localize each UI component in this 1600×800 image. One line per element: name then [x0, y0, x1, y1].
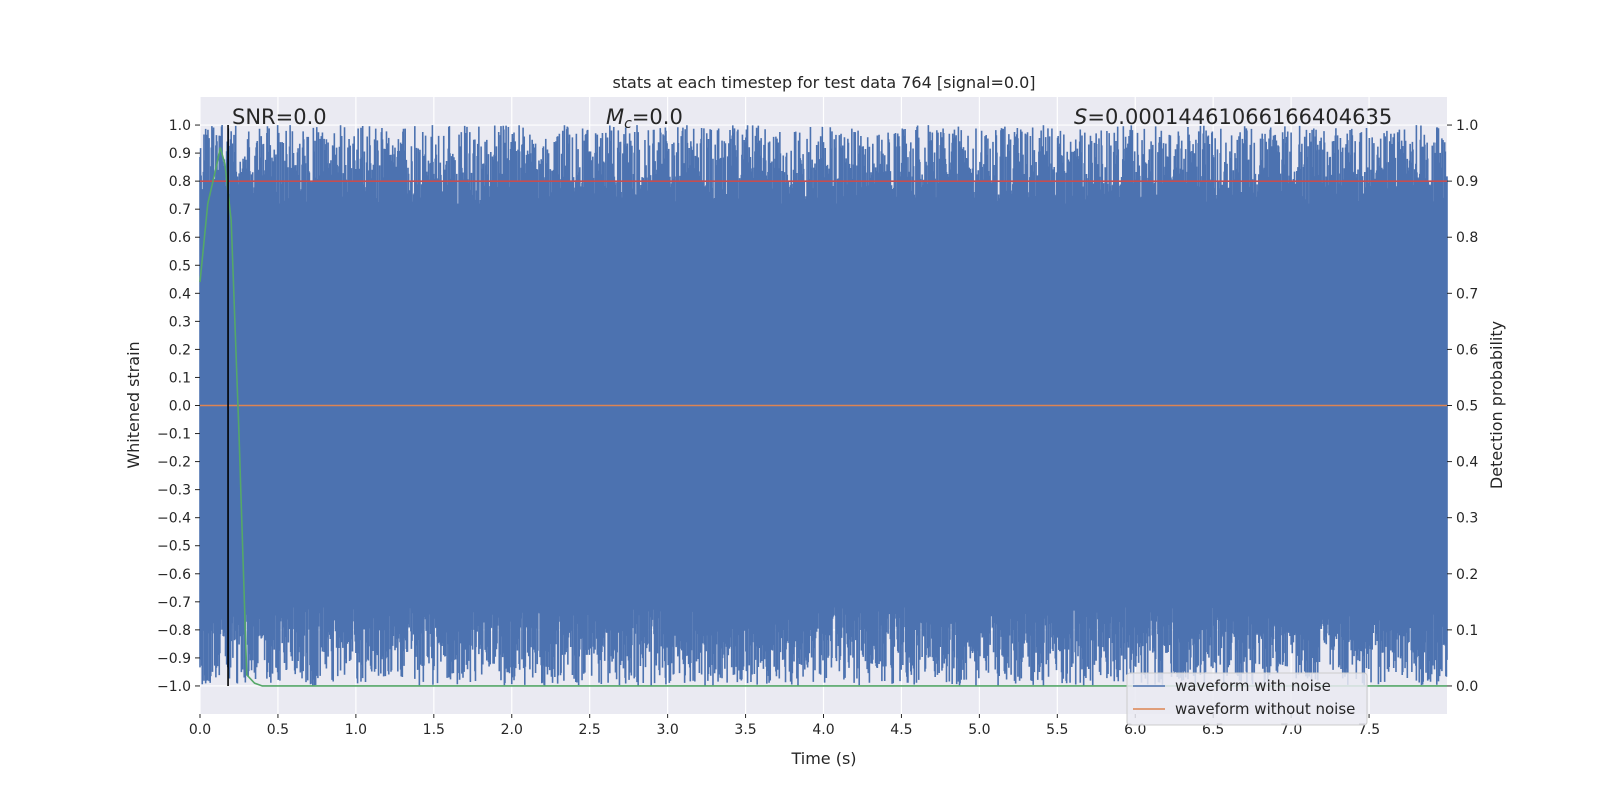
x-tick-label: 3.0 — [656, 722, 678, 738]
y-right-tick-label: 0.6 — [1456, 342, 1478, 358]
y-left-tick-label: 0.8 — [169, 174, 191, 190]
y-left-tick-label: −0.1 — [157, 427, 191, 443]
x-tick-label: 0.5 — [267, 722, 289, 738]
chirp-mass-symbol: M — [606, 105, 624, 129]
y-left-tick-label: −0.7 — [157, 595, 191, 611]
y-left-tick-label: −0.4 — [157, 511, 191, 527]
x-tick-label: 2.0 — [501, 722, 523, 738]
y-right-tick-label: 0.8 — [1456, 230, 1478, 246]
x-tick-label: 5.5 — [1046, 722, 1068, 738]
y-left-tick-label: −0.9 — [157, 651, 191, 667]
y-left-tick-labels: 1.0 0.9 0.8 0.7 0.6 0.5 0.4 0.3 0.2 0.1 0.0 −0.1 −0.… — [157, 118, 200, 695]
x-tick-label: 2.5 — [579, 722, 601, 738]
y-right-tick-label: 0.4 — [1456, 455, 1478, 471]
y-right-tick-label: 0.1 — [1456, 623, 1478, 639]
x-tick-label: 5.0 — [968, 722, 990, 738]
x-tick-label: 3.5 — [734, 722, 756, 738]
legend: waveform with noise waveform without noi… — [1126, 672, 1368, 726]
x-tick-label: 6.0 — [1124, 722, 1146, 738]
y-right-tick-label: 0.0 — [1456, 679, 1478, 695]
y-left-tick-label: 0.0 — [169, 399, 191, 415]
y-left-tick-label: −0.8 — [157, 623, 191, 639]
s-annotation: S=0.00014461066166404635 — [1074, 105, 1392, 129]
y-left-tick-label: 0.1 — [169, 370, 191, 386]
y-left-tick-label: 0.2 — [169, 342, 191, 358]
chirp-mass-value: =0.0 — [632, 105, 683, 129]
s-value: =0.00014461066166404635 — [1087, 105, 1392, 129]
x-tick-labels: 0.0 0.5 1.0 1.5 2.0 2.5 3.0 3.5 4.0 4.5 5.0 5.5 6.0 6… — [189, 714, 1380, 738]
y-right-tick-label: 0.2 — [1456, 567, 1478, 583]
s-symbol: S — [1074, 105, 1087, 129]
x-tick-label: 4.0 — [812, 722, 834, 738]
y-right-tick-label: 0.3 — [1456, 511, 1478, 527]
y-left-tick-label: −0.5 — [157, 539, 191, 555]
y-left-tick-label: −1.0 — [157, 679, 191, 695]
y-left-tick-label: 0.7 — [169, 202, 191, 218]
y-left-tick-label: 0.4 — [169, 286, 191, 302]
x-tick-label: 0.0 — [189, 722, 211, 738]
y-axis-label-left: Whitened strain — [124, 341, 143, 468]
chirp-mass-annotation: Mc=0.0 — [606, 105, 683, 132]
y-left-tick-label: 1.0 — [169, 118, 191, 134]
chirp-mass-subscript: c — [624, 116, 632, 132]
line-series — [199, 125, 1447, 687]
y-left-tick-label: 0.3 — [169, 314, 191, 330]
x-tick-label: 4.5 — [890, 722, 912, 738]
legend-label-clean: waveform without noise — [1175, 700, 1355, 718]
chart-title: stats at each timestep for test data 764… — [612, 73, 1035, 92]
y-left-tick-label: −0.6 — [157, 567, 191, 583]
y-right-tick-label: 0.9 — [1456, 174, 1478, 190]
y-left-tick-label: −0.3 — [157, 483, 191, 499]
y-right-tick-label: 1.0 — [1456, 118, 1478, 134]
x-tick-label: 6.5 — [1202, 722, 1224, 738]
y-left-tick-label: 0.9 — [169, 146, 191, 162]
x-tick-label: 1.0 — [345, 722, 367, 738]
y-right-tick-labels: 1.0 0.9 0.8 0.7 0.6 0.5 0.4 0.3 0.2 0.1 0.0 — [1447, 118, 1478, 695]
legend-box — [1126, 672, 1368, 726]
legend-label-noise: waveform with noise — [1175, 677, 1331, 695]
y-left-tick-label: 0.5 — [169, 258, 191, 274]
y-right-tick-label: 0.7 — [1456, 286, 1478, 302]
x-tick-label: 7.5 — [1358, 722, 1380, 738]
x-axis-label: Time (s) — [790, 749, 856, 768]
y-left-tick-label: 0.6 — [169, 230, 191, 246]
snr-annotation: SNR=0.0 — [232, 105, 327, 129]
y-left-tick-label: −0.2 — [157, 455, 191, 471]
series-detection-probability — [199, 147, 1447, 687]
x-tick-label: 7.0 — [1280, 722, 1302, 738]
x-tick-label: 1.5 — [423, 722, 445, 738]
y-right-tick-label: 0.5 — [1456, 399, 1478, 415]
y-axis-label-right: Detection probability — [1487, 321, 1506, 489]
